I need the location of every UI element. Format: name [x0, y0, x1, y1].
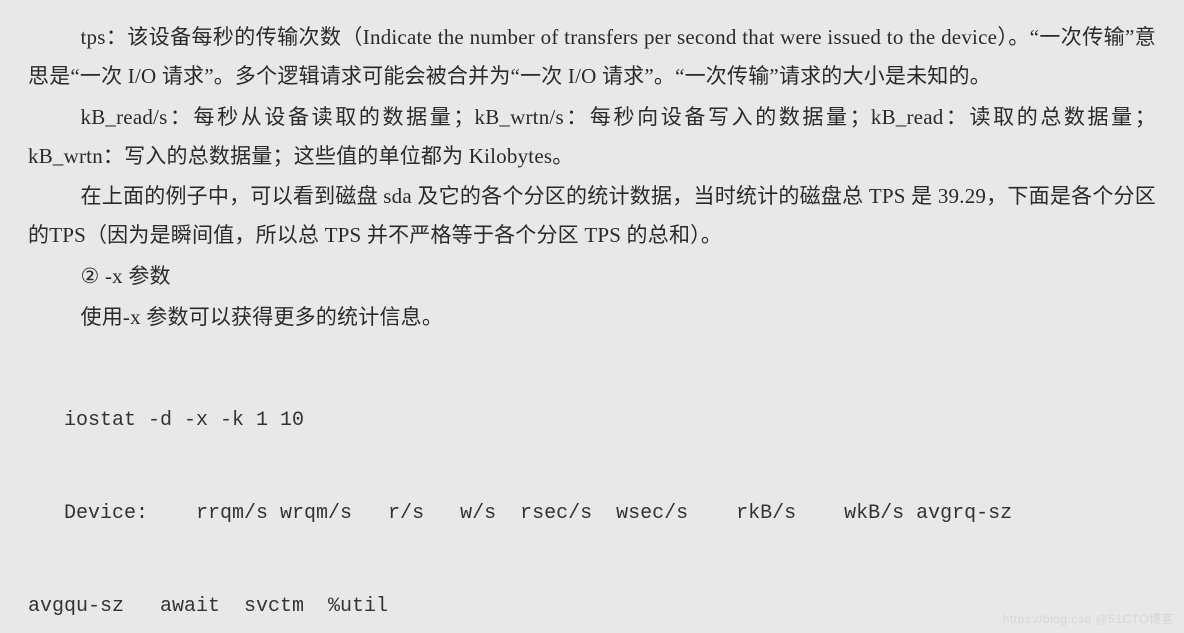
- code-line-1: iostat -d -x -k 1 10: [28, 405, 1156, 436]
- paragraph-example: 在上面的例子中，可以看到磁盘 sda 及它的各个分区的统计数据，当时统计的磁盘总…: [28, 177, 1156, 255]
- paragraph-x-arg-heading: ② -x 参数: [28, 257, 1156, 296]
- body-text-block: tps：该设备每秒的传输次数（Indicate the number of tr…: [28, 18, 1156, 337]
- code-line-2: Device: rrqm/s wrqm/s r/s w/s rsec/s wse…: [28, 498, 1156, 529]
- code-line-3: avgqu-sz await svctm %util: [28, 591, 1156, 622]
- paragraph-kb: kB_read/s：每秒从设备读取的数据量；kB_wrtn/s：每秒向设备写入的…: [28, 98, 1156, 176]
- document-page: tps：该设备每秒的传输次数（Indicate the number of tr…: [0, 0, 1184, 633]
- paragraph-tps: tps：该设备每秒的传输次数（Indicate the number of tr…: [28, 18, 1156, 96]
- iostat-output-block: iostat -d -x -k 1 10 Device: rrqm/s wrqm…: [28, 343, 1156, 633]
- watermark-text: https://blog.csd @51CTO博客: [1003, 610, 1174, 627]
- circled-number-2-icon: ②: [81, 264, 100, 288]
- x-arg-heading-text: -x 参数: [100, 264, 171, 288]
- paragraph-x-arg-desc: 使用-x 参数可以获得更多的统计信息。: [28, 298, 1156, 337]
